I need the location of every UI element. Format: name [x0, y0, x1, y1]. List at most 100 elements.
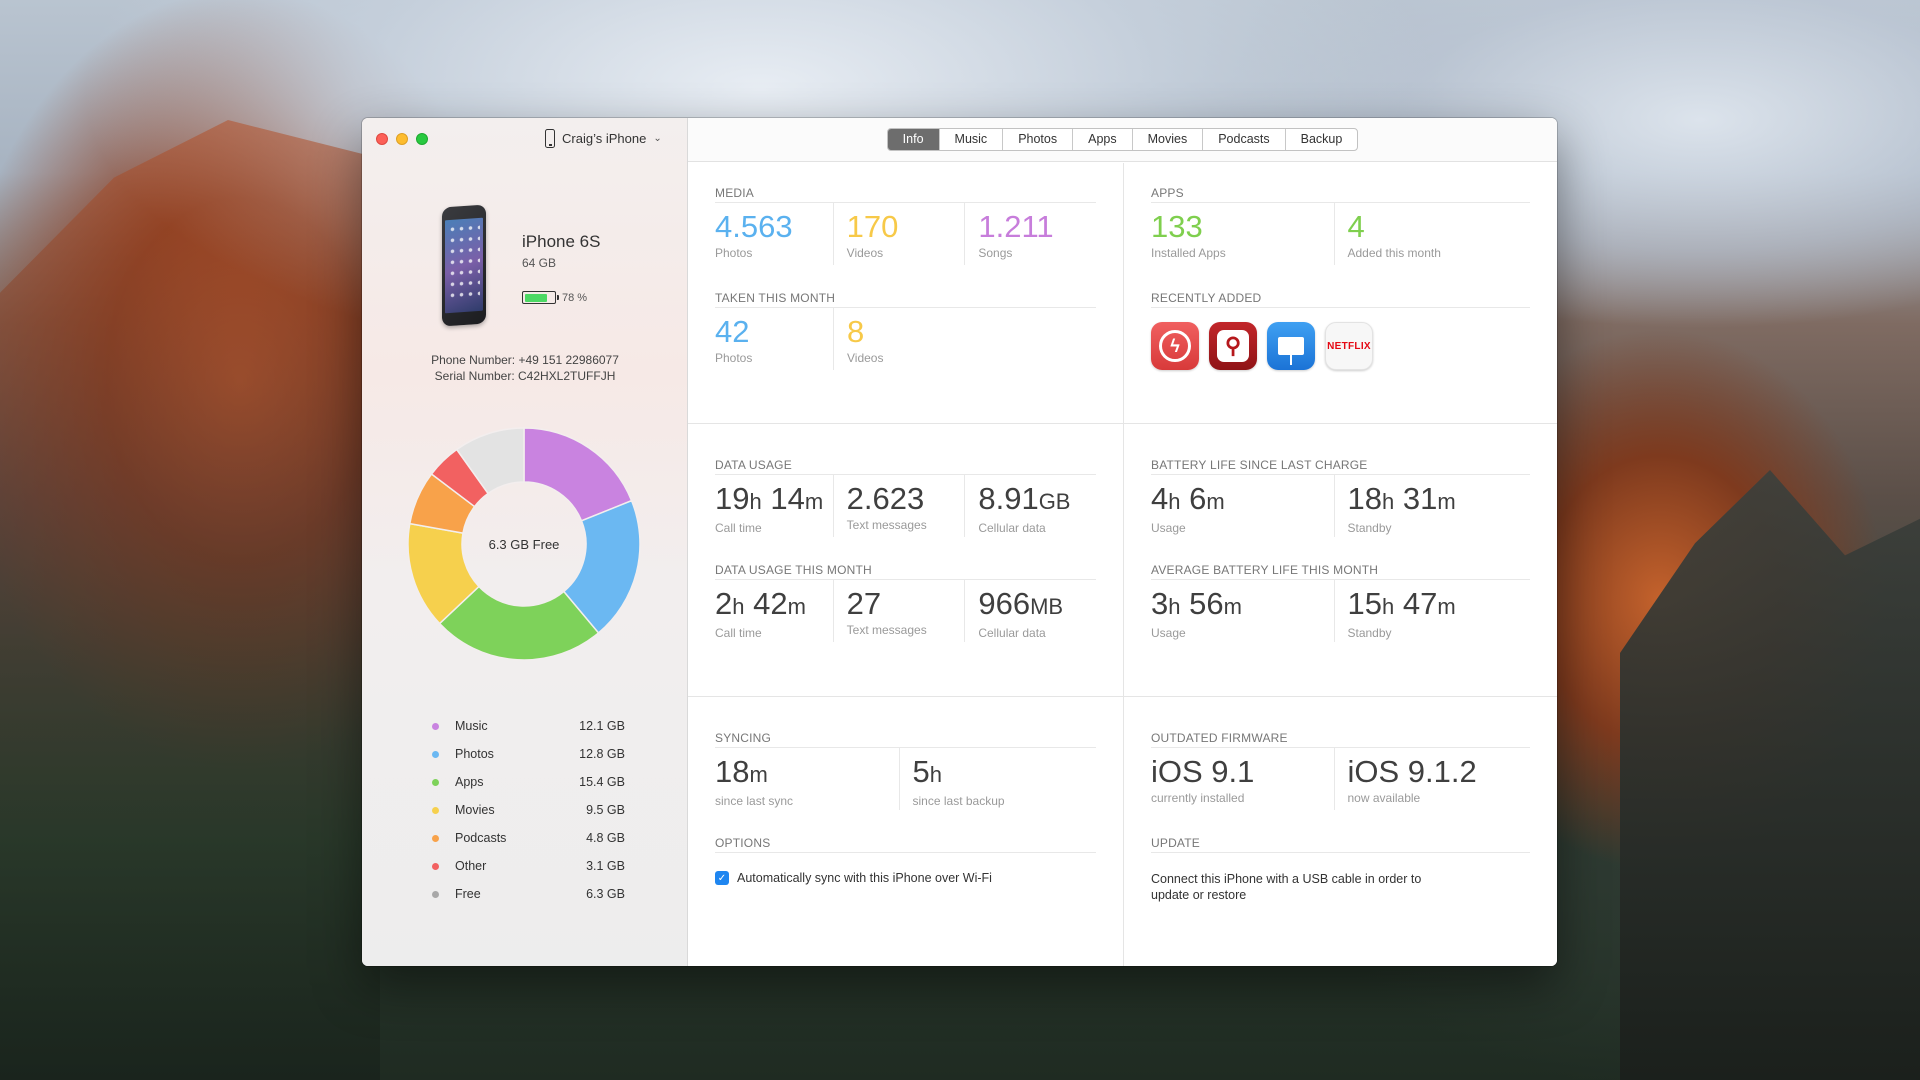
tab-podcasts[interactable]: Podcasts — [1202, 129, 1284, 150]
legend-item-free: Free 6.3 GB — [432, 880, 625, 908]
section-label: AVERAGE BATTERY LIFE THIS MONTH — [1151, 563, 1530, 580]
phone-number: Phone Number: +49 151 22986077 — [362, 352, 688, 368]
legend-item-other: Other 3.1 GB — [432, 852, 625, 880]
close-button[interactable] — [376, 133, 388, 145]
stat: 2h 42m Call time — [715, 580, 833, 642]
keynote-icon[interactable] — [1267, 322, 1315, 370]
wifi-sync-checkbox[interactable]: ✓ — [715, 871, 729, 885]
stat: 27 Text messages — [833, 580, 965, 642]
stat: iOS 9.1 currently installed — [1151, 748, 1334, 810]
device-info: Phone Number: +49 151 22986077 Serial Nu… — [362, 352, 688, 384]
section-label: RECENTLY ADDED — [1151, 291, 1530, 308]
available-version: iOS 9.1.2 — [1348, 752, 1531, 792]
stat-caption: Usage — [1151, 522, 1334, 534]
usage-value: 3h 56m — [1151, 584, 1334, 627]
row-divider — [688, 423, 1557, 424]
stat-value: 4.563 — [715, 207, 833, 247]
window-controls — [376, 133, 428, 145]
legend-dot — [432, 807, 439, 814]
legend-item-music: Music 12.1 GB — [432, 712, 625, 740]
legend-item-apps: Apps 15.4 GB — [432, 768, 625, 796]
acrobat-icon[interactable]: ⚲ — [1209, 322, 1257, 370]
legend-size: 15.4 GB — [579, 775, 625, 789]
apps-panel: APPS 133 Installed Apps 4 Added this mon… — [1124, 186, 1557, 370]
standby-value: 18h 31m — [1348, 479, 1531, 522]
stat-value: 42 — [715, 312, 833, 352]
legend-size: 3.1 GB — [586, 859, 625, 873]
sidebar: Craig’s iPhone ⌄ iPhone 6S 64 GB 78 % Ph… — [362, 118, 688, 966]
legend-name: Music — [455, 719, 579, 733]
stat-caption: Cellular data — [978, 522, 1096, 534]
minimize-button[interactable] — [396, 133, 408, 145]
legend-name: Movies — [455, 803, 586, 817]
toolbar: Info Music Photos Apps Movies Podcasts Backup — [688, 118, 1557, 162]
battery-fill — [525, 294, 548, 302]
update-instructions: Connect this iPhone with a USB cable in … — [1151, 871, 1451, 903]
stat: 42 Photos — [715, 308, 833, 370]
free-space-label: 6.3 GB Free — [406, 426, 642, 662]
section-label: MEDIA — [715, 186, 1096, 203]
media-month-stats: 42 Photos 8 Videos — [715, 308, 1096, 370]
tab-info[interactable]: Info — [888, 129, 939, 150]
serial-number: Serial Number: C42HXL2TUFFJH — [362, 368, 688, 384]
device-picker[interactable]: Craig’s iPhone ⌄ — [545, 129, 662, 148]
netflix-icon[interactable]: NETFLIX — [1325, 322, 1373, 370]
syncing-panel: SYNCING 18m since last sync 5h since las… — [688, 731, 1123, 885]
row-divider — [688, 696, 1557, 697]
stat-caption: Standby — [1348, 522, 1531, 534]
legend-size: 12.8 GB — [579, 747, 625, 761]
stat-caption: Songs — [978, 247, 1096, 259]
stat-caption: Videos — [847, 352, 965, 364]
legend-item-podcasts: Podcasts 4.8 GB — [432, 824, 625, 852]
stat-caption: Added this month — [1348, 247, 1531, 259]
text-messages-value: 27 — [847, 584, 965, 624]
stat-caption: Call time — [715, 627, 833, 639]
stat-caption: currently installed — [1151, 792, 1334, 804]
tab-photos[interactable]: Photos — [1002, 129, 1072, 150]
tab-backup[interactable]: Backup — [1285, 129, 1358, 150]
legend-size: 12.1 GB — [579, 719, 625, 733]
usage-value: 4h 6m — [1151, 479, 1334, 522]
device-model: iPhone 6S — [522, 232, 600, 252]
stat: 4h 6m Usage — [1151, 475, 1334, 537]
battery-status: 78 % — [522, 291, 587, 304]
chevron-down-icon: ⌄ — [653, 133, 661, 144]
storage-legend: Music 12.1 GB Photos 12.8 GB Apps 15.4 GB Movi… — [432, 712, 625, 908]
data-usage-panel: DATA USAGE 19h 14m Call time 2.623 Text … — [688, 458, 1123, 668]
stat-caption: Cellular data — [978, 627, 1096, 639]
media-stats: 4.563 Photos 170 Videos 1.211 Songs — [715, 203, 1096, 265]
section-label: TAKEN THIS MONTH — [715, 291, 1096, 308]
stat-value: 4 — [1348, 207, 1531, 247]
iphone-image — [442, 204, 486, 326]
stat-caption: Photos — [715, 247, 833, 259]
stat: 133 Installed Apps — [1151, 203, 1334, 265]
stat: 8.91GB Cellular data — [964, 475, 1096, 537]
tab-movies[interactable]: Movies — [1132, 129, 1203, 150]
desktop-wallpaper-left — [0, 120, 380, 1080]
device-picker-label: Craig’s iPhone — [562, 131, 646, 146]
legend-name: Podcasts — [455, 831, 586, 845]
tab-apps[interactable]: Apps — [1072, 129, 1132, 150]
stat-caption: Photos — [715, 352, 833, 364]
battery-percentage: 78 % — [562, 292, 587, 304]
stat: 19h 14m Call time — [715, 475, 833, 537]
syncing-stats: 18m since last sync 5h since last backup — [715, 748, 1096, 810]
battery-icon — [522, 291, 556, 304]
stat: 2.623 Text messages — [833, 475, 965, 537]
reeder-icon[interactable]: ϟ — [1151, 322, 1199, 370]
last-backup-value: 5h — [913, 752, 1097, 795]
storage-donut-chart: 6.3 GB Free — [406, 426, 642, 662]
legend-dot — [432, 723, 439, 730]
battery-panel: BATTERY LIFE SINCE LAST CHARGE 4h 6m Usa… — [1124, 458, 1557, 668]
stat: 3h 56m Usage — [1151, 580, 1334, 642]
installed-version: iOS 9.1 — [1151, 752, 1334, 792]
stat: 15h 47m Standby — [1334, 580, 1531, 642]
stat: 8 Videos — [833, 308, 965, 370]
tab-music[interactable]: Music — [939, 129, 1003, 150]
stat-caption: now available — [1348, 792, 1531, 804]
zoom-button[interactable] — [416, 133, 428, 145]
legend-dot — [432, 751, 439, 758]
apps-stats: 133 Installed Apps 4 Added this month — [1151, 203, 1530, 265]
wifi-sync-option[interactable]: ✓ Automatically sync with this iPhone ov… — [715, 871, 1096, 885]
section-label: APPS — [1151, 186, 1530, 203]
